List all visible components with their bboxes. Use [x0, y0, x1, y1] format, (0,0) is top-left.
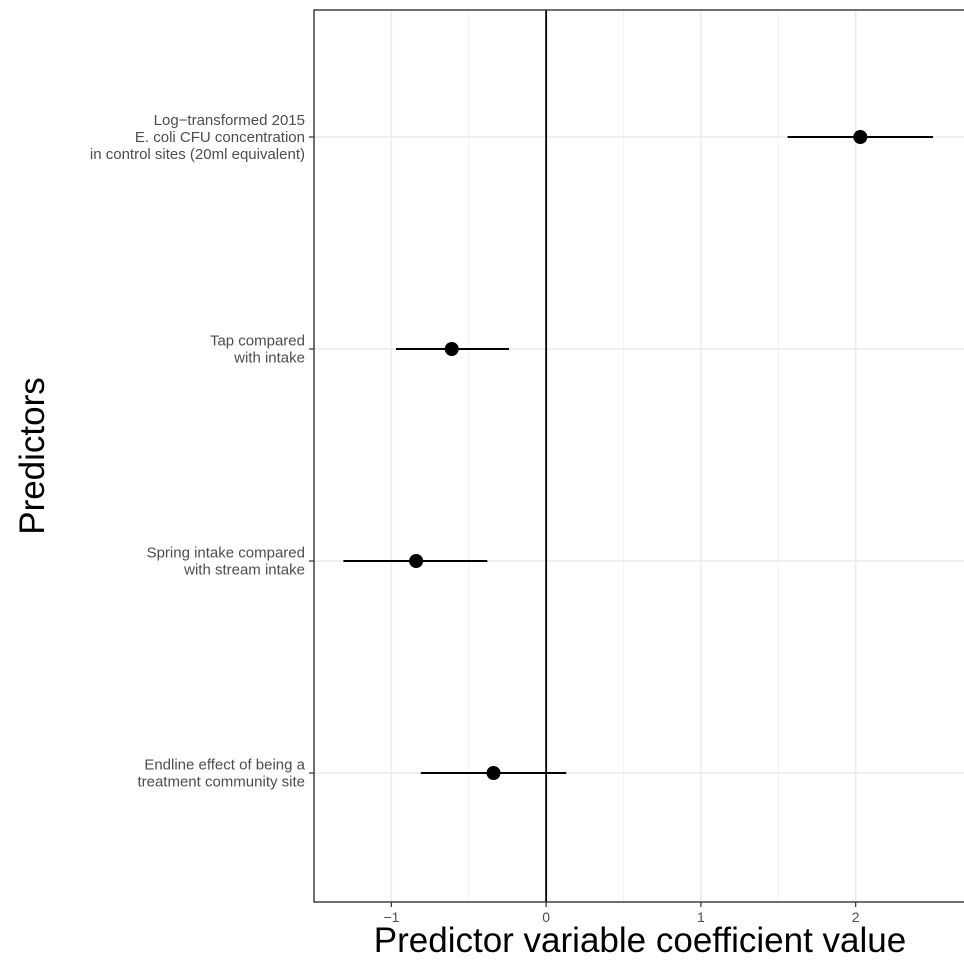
y-axis-tick-labels: Log−transformed 2015 E. coli CFU concentr…: [90, 112, 314, 791]
coefficient-point: [486, 766, 501, 780]
x-tick-label: 0: [542, 909, 550, 925]
y-tick-label-line: E. coli CFU concentration: [135, 129, 305, 146]
y-tick-label-line: in control sites (20ml equivalent): [90, 146, 305, 163]
y-tick-label-line: Spring intake compared: [147, 545, 305, 562]
coefficient-point: [409, 554, 424, 568]
coefficient-point: [444, 342, 459, 356]
x-axis-title: Predictor variable coefficient value: [374, 921, 906, 960]
y-tick-label-line: with stream intake: [183, 562, 305, 579]
minor-gridlines: [468, 10, 779, 902]
y-tick-label-line: treatment community site: [137, 774, 305, 791]
x-tick-label: 1: [697, 909, 705, 925]
y-tick-label-line: with intake: [233, 350, 305, 367]
y-tick-label: Log−transformed 2015 E. coli CFU concentr…: [90, 112, 305, 163]
coefficient-marks: [343, 130, 934, 780]
x-tick-label: 2: [852, 909, 860, 925]
x-axis-ticks: −1 0 1 2: [383, 902, 860, 925]
panel-border: [313, 9, 964, 903]
y-tick-label: Spring intake compared with stream intake: [147, 545, 305, 579]
coefficient-point: [853, 130, 868, 144]
y-tick-label-line: Log−transformed 2015: [154, 112, 305, 129]
y-tick-label-line: Tap compared: [210, 333, 305, 350]
x-tick-label: −1: [383, 909, 399, 925]
y-axis-title: Predictors: [13, 377, 52, 535]
y-tick-label: Endline effect of being a treatment commu…: [137, 757, 305, 791]
y-tick-label: Tap compared with intake: [210, 333, 305, 367]
y-tick-label-line: Endline effect of being a: [144, 757, 305, 774]
